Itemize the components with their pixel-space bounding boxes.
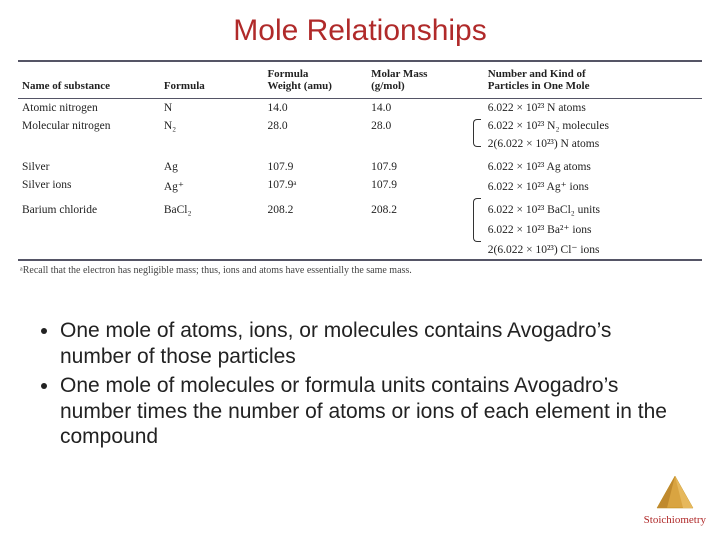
cell-mm: 14.0 xyxy=(367,99,471,118)
cell-fw: 14.0 xyxy=(263,99,367,118)
cell-name: Atomic nitrogen xyxy=(18,99,160,118)
cell-particles: 6.022 × 10²³ Ag atoms xyxy=(484,153,702,176)
page-title: Mole Relationships xyxy=(0,0,720,60)
cell-name: Molecular nitrogen xyxy=(18,117,160,153)
cell-name: Silver ions xyxy=(18,176,160,196)
corner-logo: Stoichiometry xyxy=(644,474,706,526)
bullet-item: One mole of molecules or formula units c… xyxy=(60,373,670,450)
col-header-name: Name of substance xyxy=(18,61,160,99)
cell-particles: 6.022 × 10²³ BaCl₂ units xyxy=(484,196,702,219)
cell-particles: 6.022 × 10²³ Ba²⁺ ions xyxy=(484,219,702,239)
cell-particles: 2(6.022 × 10²³) N atoms xyxy=(484,135,702,153)
col-header-formula: Formula xyxy=(160,61,264,99)
table-row: Silver Ag 107.9 107.9 6.022 × 10²³ Ag at… xyxy=(18,153,702,176)
table-header-row: Name of substance Formula FormulaWeight … xyxy=(18,61,702,99)
bullet-list: One mole of atoms, ions, or molecules co… xyxy=(0,276,720,450)
bullet-item: One mole of atoms, ions, or molecules co… xyxy=(60,318,670,369)
cell-formula: N₂ xyxy=(160,117,264,153)
cell-mm: 28.0 xyxy=(367,117,471,153)
brace-icon xyxy=(473,198,481,242)
cell-formula: Ag⁺ xyxy=(160,176,264,196)
cell-formula: Ag xyxy=(160,153,264,176)
cell-mm: 208.2 xyxy=(367,196,471,260)
mole-table-region: Name of substance Formula FormulaWeight … xyxy=(0,60,720,276)
table-row: Molecular nitrogen N₂ 28.0 28.0 6.022 × … xyxy=(18,117,702,135)
cell-formula: BaCl₂ xyxy=(160,196,264,260)
cell-particles: 6.022 × 10²³ N₂ molecules xyxy=(484,117,702,135)
cell-fw: 28.0 xyxy=(263,117,367,153)
col-header-particles: Number and Kind ofParticles in One Mole xyxy=(484,61,702,99)
cell-particles: 2(6.022 × 10²³) Cl⁻ ions xyxy=(484,239,702,260)
corner-label: Stoichiometry xyxy=(644,514,706,526)
table-row: Barium chloride BaCl₂ 208.2 208.2 6.022 … xyxy=(18,196,702,219)
cell-mm: 107.9 xyxy=(367,176,471,196)
cell-fw: 107.9ᵃ xyxy=(263,176,367,196)
cell-particles: 6.022 × 10²³ N atoms xyxy=(484,99,702,118)
pyramid-icon xyxy=(653,474,697,512)
mole-table: Name of substance Formula FormulaWeight … xyxy=(18,60,702,261)
table-footnote: ᵃRecall that the electron has negligible… xyxy=(18,261,702,276)
table-row: Atomic nitrogen N 14.0 14.0 6.022 × 10²³… xyxy=(18,99,702,118)
cell-particles: 6.022 × 10²³ Ag⁺ ions xyxy=(484,176,702,196)
table-row: Silver ions Ag⁺ 107.9ᵃ 107.9 6.022 × 10²… xyxy=(18,176,702,196)
cell-fw: 208.2 xyxy=(263,196,367,260)
col-header-fw: FormulaWeight (amu) xyxy=(263,61,367,99)
cell-fw: 107.9 xyxy=(263,153,367,176)
cell-name: Silver xyxy=(18,153,160,176)
col-header-mm: Molar Mass(g/mol) xyxy=(367,61,471,99)
cell-formula: N xyxy=(160,99,264,118)
cell-name: Barium chloride xyxy=(18,196,160,260)
brace-icon xyxy=(473,119,481,147)
cell-mm: 107.9 xyxy=(367,153,471,176)
